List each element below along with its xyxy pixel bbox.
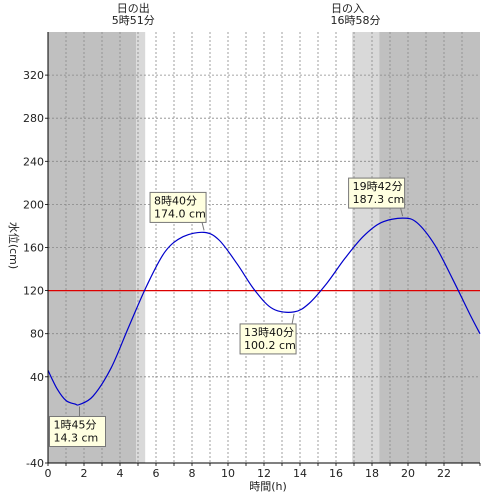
annotation-pointer bbox=[201, 222, 205, 231]
sunset-label: 日の入 bbox=[331, 2, 364, 15]
x-tick-label: 2 bbox=[81, 467, 88, 480]
y-axis-label: 水位(cm) bbox=[7, 222, 21, 269]
annotation-box bbox=[149, 191, 207, 223]
y-tick-label: 160 bbox=[23, 242, 44, 255]
annotation-box bbox=[49, 415, 106, 447]
y-tick-label: 80 bbox=[30, 328, 44, 341]
y-tick-label: 320 bbox=[23, 69, 44, 82]
annotation-value: 100.2 cm bbox=[244, 339, 296, 352]
annotation-box bbox=[239, 323, 297, 355]
y-tick-label: 240 bbox=[23, 155, 44, 168]
x-axis-label: 時間(h) bbox=[249, 480, 287, 493]
axes: 0 2 4 6 8 10 12 14 16 18 20 22 -40 40 80 120 160 200 240 28… bbox=[23, 32, 481, 480]
x-tick-label: 12 bbox=[257, 467, 271, 480]
labels: 日の出 5時51分 日の入 16時58分 時間(h) 水位(cm) bbox=[7, 1, 380, 493]
x-tick-label: 14 bbox=[293, 467, 307, 480]
sunset-time-label: 16時58分 bbox=[330, 14, 380, 27]
sunrise-time-label: 5時51分 bbox=[112, 14, 155, 27]
x-tick-label: 10 bbox=[221, 467, 235, 480]
x-tick-label: 0 bbox=[45, 467, 52, 480]
y-tick-label: 200 bbox=[23, 198, 44, 211]
x-tick-label: 18 bbox=[365, 467, 379, 480]
annotation-time: 13時40分 bbox=[244, 326, 294, 339]
y-tick-label: 280 bbox=[23, 112, 44, 125]
y-tick-label: 120 bbox=[23, 285, 44, 298]
y-tick-label: 40 bbox=[30, 371, 44, 384]
x-tick-label: 16 bbox=[329, 467, 343, 480]
annotation-pointer bbox=[400, 207, 404, 217]
y-tick-label: -40 bbox=[26, 457, 44, 470]
sunrise-label: 日の出 bbox=[117, 1, 150, 15]
series-layer bbox=[47, 217, 481, 406]
annotation-time: 1時45分 bbox=[54, 418, 97, 431]
annotation-value: 174.0 cm bbox=[154, 207, 206, 220]
annotation-value: 187.3 cm bbox=[353, 193, 405, 206]
tide-level-line bbox=[47, 217, 481, 406]
annotation-time: 19時42分 bbox=[353, 180, 403, 193]
x-tick-label: 22 bbox=[437, 467, 451, 480]
annotation-box bbox=[348, 177, 406, 209]
x-tick-label: 20 bbox=[401, 467, 415, 480]
annotation-pointer bbox=[291, 313, 295, 325]
x-tick-label: 6 bbox=[153, 467, 160, 480]
annotation-value: 14.3 cm bbox=[54, 431, 99, 444]
x-tick-label: 4 bbox=[117, 467, 124, 480]
x-tick-label: 8 bbox=[189, 467, 196, 480]
annotation-time: 8時40分 bbox=[154, 194, 197, 207]
